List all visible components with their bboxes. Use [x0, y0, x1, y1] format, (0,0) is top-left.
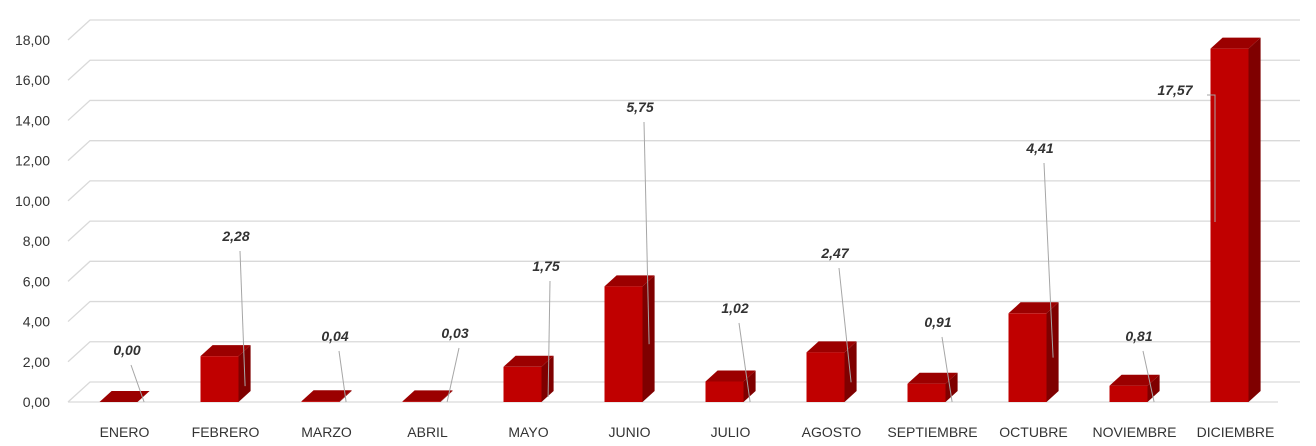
leader-line	[239, 250, 246, 387]
bar	[1109, 385, 1148, 402]
data-label: 1,02	[721, 300, 748, 316]
x-tick-label: FEBRERO	[192, 424, 260, 440]
y-tick-label: 2,00	[23, 354, 50, 370]
bar	[1008, 313, 1047, 402]
gridline	[67, 140, 1300, 162]
x-tick-label: NOVIEMBRE	[1092, 424, 1176, 440]
x-tick-label: SEPTIEMBRE	[887, 424, 977, 440]
data-label: 0,00	[113, 342, 140, 358]
bar-top	[402, 390, 453, 402]
leader-line	[547, 280, 551, 397]
x-tick-label: MARZO	[301, 424, 352, 440]
bar	[1210, 48, 1249, 403]
data-label: 0,03	[441, 325, 468, 341]
x-tick-label: JUNIO	[609, 424, 651, 440]
y-tick-label: 6,00	[23, 273, 50, 289]
gridline	[67, 381, 1300, 403]
bar-top	[503, 355, 554, 367]
bar-top	[806, 341, 857, 353]
leader-line	[1043, 162, 1054, 358]
data-label: 0,81	[1125, 328, 1152, 344]
gridline	[67, 99, 1300, 121]
data-label: 2,28	[221, 228, 249, 244]
leader-line	[738, 322, 751, 403]
y-tick-label: 0,00	[23, 394, 50, 410]
x-tick-label: ABRIL	[407, 424, 448, 440]
leader-line	[446, 347, 460, 403]
leader-line	[838, 267, 852, 383]
y-tick-label: 10,00	[15, 193, 50, 209]
bar-top	[99, 391, 150, 402]
gridline	[67, 220, 1300, 242]
bar-side	[440, 390, 453, 402]
bar-top	[1210, 37, 1261, 49]
y-tick-label: 18,00	[15, 32, 50, 48]
bar	[705, 381, 744, 402]
bar-side	[1248, 37, 1261, 403]
bar-side	[844, 341, 857, 402]
bar-top	[705, 370, 756, 382]
bar-top	[907, 372, 958, 384]
leader-line	[1142, 350, 1155, 403]
gridline	[67, 59, 1300, 81]
data-label: 5,75	[626, 99, 653, 115]
bar-side	[541, 355, 554, 402]
y-tick-label: 14,00	[15, 112, 50, 128]
bar	[200, 356, 239, 402]
gridline	[67, 300, 1300, 323]
bar-side	[1147, 374, 1160, 402]
leader-line	[643, 121, 650, 345]
data-label: 0,04	[321, 328, 348, 344]
gridline	[67, 19, 1300, 41]
x-tick-label: AGOSTO	[802, 424, 862, 440]
bar-side	[945, 372, 958, 402]
data-label: 4,41	[1025, 140, 1053, 156]
bar-top	[200, 345, 251, 357]
data-label: 1,75	[532, 258, 559, 274]
data-label: 17,57	[1157, 82, 1193, 98]
gridline	[67, 180, 1300, 202]
gridline	[67, 260, 1300, 282]
leader-line	[130, 364, 145, 403]
bar	[503, 366, 542, 402]
bar	[806, 352, 845, 402]
y-tick-label: 4,00	[23, 314, 50, 330]
gridline	[67, 341, 1300, 363]
x-tick-label: OCTUBRE	[999, 424, 1067, 440]
bar	[301, 401, 340, 402]
bar-top	[604, 275, 655, 287]
x-tick-label: JULIO	[711, 424, 751, 440]
data-label: 2,47	[820, 245, 849, 261]
x-tick-label: ENERO	[100, 424, 150, 440]
y-tick-label: 8,00	[23, 233, 50, 249]
x-tick-label: DICIEMBRE	[1197, 424, 1275, 440]
bar-top	[1008, 302, 1059, 314]
x-tick-label: MAYO	[508, 424, 548, 440]
y-tick-label: 16,00	[15, 72, 50, 88]
data-label: 0,91	[924, 314, 951, 330]
bar-top	[1109, 374, 1160, 386]
leader-line	[338, 350, 347, 403]
bar	[402, 401, 441, 402]
bar-side	[743, 370, 756, 402]
y-tick-label: 12,00	[15, 153, 50, 169]
bar	[604, 286, 643, 402]
bar-top	[301, 390, 352, 402]
leader-line	[1207, 94, 1216, 222]
bar	[907, 383, 946, 402]
leader-line	[941, 336, 953, 403]
